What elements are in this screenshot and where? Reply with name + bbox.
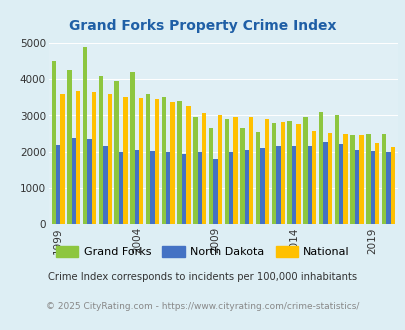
Bar bbox=[381, 134, 385, 224]
Bar bbox=[322, 142, 327, 224]
Legend: Grand Forks, North Dakota, National: Grand Forks, North Dakota, National bbox=[51, 242, 354, 261]
Bar bbox=[103, 147, 107, 224]
Text: Crime Index corresponds to incidents per 100,000 inhabitants: Crime Index corresponds to incidents per… bbox=[48, 272, 357, 282]
Bar bbox=[303, 117, 307, 224]
Bar bbox=[114, 81, 119, 224]
Bar bbox=[233, 117, 237, 224]
Bar bbox=[56, 145, 60, 224]
Bar bbox=[123, 97, 127, 224]
Bar bbox=[358, 135, 363, 224]
Bar bbox=[208, 128, 213, 224]
Bar bbox=[181, 154, 186, 224]
Bar bbox=[139, 98, 143, 224]
Bar bbox=[92, 92, 96, 224]
Bar bbox=[119, 152, 123, 224]
Bar bbox=[311, 131, 315, 224]
Bar bbox=[249, 117, 253, 224]
Bar bbox=[217, 115, 222, 224]
Bar bbox=[244, 150, 249, 224]
Bar bbox=[134, 150, 139, 224]
Bar bbox=[240, 128, 244, 224]
Bar bbox=[83, 47, 87, 224]
Bar bbox=[390, 147, 394, 224]
Bar bbox=[343, 134, 347, 224]
Bar bbox=[150, 151, 154, 224]
Bar bbox=[385, 152, 390, 224]
Bar bbox=[186, 106, 190, 224]
Bar bbox=[264, 119, 269, 224]
Bar bbox=[374, 144, 378, 224]
Bar bbox=[161, 97, 166, 224]
Bar bbox=[271, 123, 275, 224]
Bar bbox=[166, 152, 170, 224]
Bar bbox=[275, 147, 280, 224]
Bar bbox=[224, 119, 228, 224]
Text: Grand Forks Property Crime Index: Grand Forks Property Crime Index bbox=[69, 19, 336, 33]
Bar bbox=[87, 140, 92, 224]
Bar bbox=[98, 76, 103, 224]
Bar bbox=[193, 117, 197, 224]
Bar bbox=[228, 152, 233, 224]
Bar bbox=[287, 121, 291, 224]
Bar bbox=[318, 112, 322, 224]
Bar bbox=[370, 151, 374, 224]
Bar bbox=[280, 122, 284, 224]
Bar bbox=[154, 99, 159, 224]
Bar bbox=[67, 70, 72, 224]
Bar bbox=[76, 91, 80, 224]
Bar bbox=[296, 124, 300, 224]
Bar bbox=[130, 72, 134, 224]
Bar bbox=[107, 94, 112, 224]
Bar bbox=[365, 134, 370, 224]
Bar bbox=[197, 152, 201, 224]
Bar bbox=[72, 138, 76, 224]
Bar bbox=[213, 159, 217, 224]
Bar bbox=[307, 147, 311, 224]
Bar bbox=[350, 135, 354, 224]
Bar bbox=[334, 115, 338, 224]
Text: © 2025 CityRating.com - https://www.cityrating.com/crime-statistics/: © 2025 CityRating.com - https://www.city… bbox=[46, 302, 359, 312]
Bar bbox=[354, 150, 358, 224]
Bar bbox=[170, 102, 175, 224]
Bar bbox=[51, 61, 56, 224]
Bar bbox=[260, 148, 264, 224]
Bar bbox=[256, 132, 260, 224]
Bar bbox=[60, 94, 65, 224]
Bar bbox=[338, 144, 343, 224]
Bar bbox=[145, 94, 150, 224]
Bar bbox=[327, 133, 331, 224]
Bar bbox=[291, 147, 296, 224]
Bar bbox=[177, 101, 181, 224]
Bar bbox=[201, 113, 206, 224]
